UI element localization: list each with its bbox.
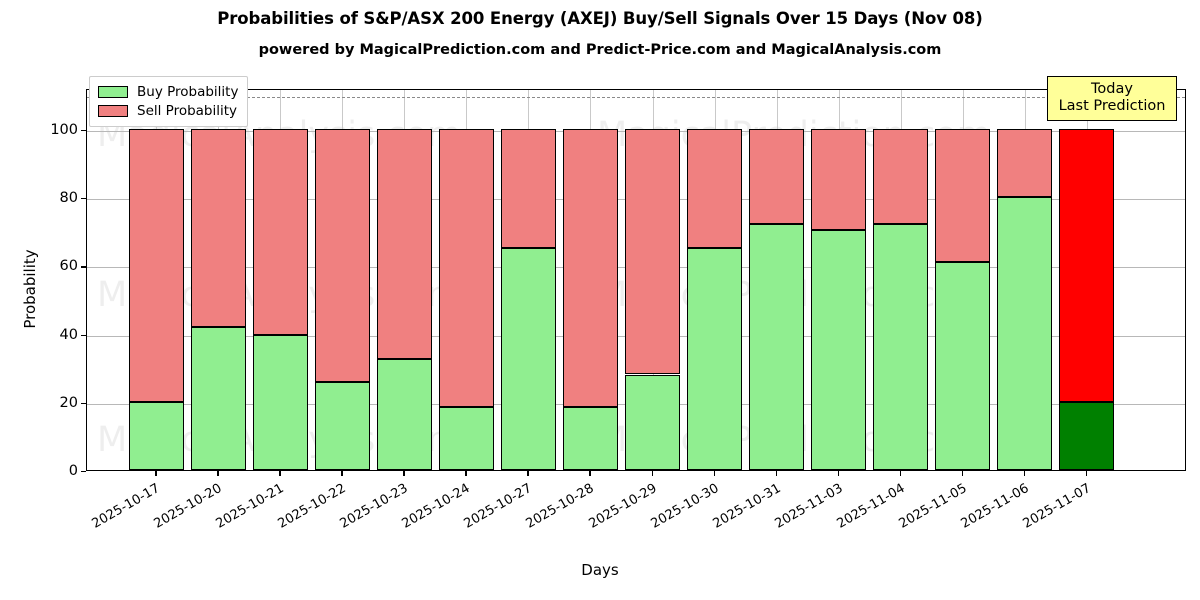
legend-swatch-buy-icon [98,85,128,98]
x-axis-tick-mark [775,471,777,476]
bar-group [129,90,184,470]
bar-group [315,90,370,470]
legend-item-buy: Buy Probability [98,82,238,101]
bar-segment-buy [377,359,432,470]
legend-label-buy: Buy Probability [137,83,239,100]
bar-segment-sell [873,128,928,225]
x-axis-tick-mark [713,471,715,476]
x-axis-tick-mark [589,471,591,476]
x-axis-label: Days [581,561,619,579]
x-axis-tick-mark [651,471,653,476]
bar-group [191,90,246,470]
bar-segment-buy [501,248,556,470]
legend: Buy Probability Sell Probability [89,76,249,127]
y-axis-tick-label: 100 [50,121,78,138]
bar-segment-buy [129,401,184,470]
bar-segment-buy [811,229,866,470]
bar-group [501,90,556,470]
x-axis-tick-mark [1085,471,1087,476]
bar-segment-buy [253,335,308,470]
bar-group [687,90,742,470]
y-axis-tick-mark [81,471,86,473]
y-axis-tick-label: 40 [59,326,78,343]
bar-segment-buy [873,224,928,470]
reference-line [87,96,1185,98]
bar-segment-sell [811,128,866,230]
bar-group [253,90,308,470]
bar-segment-buy [935,261,990,470]
bar-segment-sell [1059,128,1114,402]
x-axis-tick-mark [217,471,219,476]
chart-subtitle: powered by MagicalPrediction.com and Pre… [258,42,942,58]
bar-segment-buy [315,382,370,470]
today-label: Today [1091,81,1133,97]
last-prediction-label: Last Prediction [1058,98,1166,115]
y-axis-tick-label: 0 [68,463,78,479]
bar-group [749,90,804,470]
bar-segment-buy [563,406,618,470]
bar-group [997,90,1052,470]
x-axis-tick-mark [341,471,343,476]
bar-segment-buy [191,326,246,470]
bar-segment-sell [315,128,370,382]
x-axis-tick-mark [403,471,405,476]
bar-segment-sell [749,128,804,225]
x-axis-tick-mark [155,471,157,476]
y-axis-tick-mark [81,129,86,132]
bar-group [625,90,680,470]
x-axis-tick-mark [961,471,963,476]
x-axis-tick-mark [465,471,467,476]
x-axis-tick-mark [1023,471,1025,476]
bar-segment-sell [625,128,680,375]
bar-group [377,90,432,470]
bar-segment-sell [563,128,618,407]
y-axis-tick-mark [81,402,86,404]
bar-segment-buy [997,197,1052,470]
x-axis-tick-mark [279,471,281,476]
bar-group [873,90,928,470]
bar-segment-buy [625,374,680,470]
legend-item-sell: Sell Probability [98,101,238,120]
bar-group [811,90,866,470]
legend-swatch-sell-icon [98,104,128,117]
bar-segment-sell [997,128,1052,198]
legend-label-sell: Sell Probability [137,102,238,119]
y-axis-tick-mark [81,198,86,200]
x-axis-tick-mark [899,471,901,476]
bar-segment-sell [377,128,432,360]
bar-series-group [87,90,1185,470]
bar-segment-buy [1059,401,1114,470]
bar-group [1059,90,1114,470]
bar-segment-sell [935,128,990,262]
y-axis-tick-label: 80 [59,190,78,207]
y-axis-tick-label: 20 [59,394,78,411]
today-annotation: Today Last Prediction [1047,76,1177,122]
bar-segment-buy [439,406,494,470]
bar-segment-buy [687,248,742,470]
y-axis-tick-mark [81,334,86,336]
bar-segment-sell [501,128,556,249]
x-axis-tick-mark [837,471,839,476]
bar-segment-sell [687,128,742,249]
bar-segment-sell [191,128,246,327]
bar-segment-sell [439,128,494,407]
page-title: Probabilities of S&P/ASX 200 Energy (AXE… [217,9,983,28]
bar-segment-buy [749,224,804,470]
plot-area: MagicalAnalysis.comMagicalPrediction.com… [86,89,1186,471]
y-axis-tick-mark [81,266,86,268]
bar-group [439,90,494,470]
x-axis-tick-mark [527,471,529,476]
bar-group [563,90,618,470]
bar-segment-sell [129,128,184,402]
bar-group [935,90,990,470]
bar-segment-sell [253,128,308,336]
y-axis-tick-label: 60 [59,258,78,275]
